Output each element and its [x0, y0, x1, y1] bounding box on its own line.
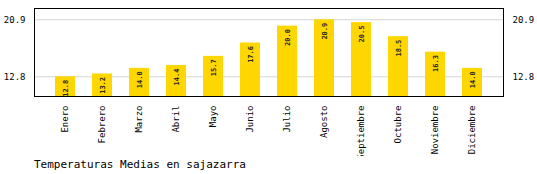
svg-text:Julio: Julio [282, 106, 292, 133]
svg-text:Diciembre: Diciembre [467, 106, 477, 155]
svg-text:14.0: 14.0 [469, 71, 477, 88]
svg-text:16.3: 16.3 [432, 55, 440, 72]
svg-text:Octubre: Octubre [393, 106, 403, 144]
svg-text:Agosto: Agosto [319, 106, 329, 139]
svg-text:Marzo: Marzo [134, 106, 144, 133]
svg-text:Febrero: Febrero [97, 106, 107, 144]
svg-text:20.9: 20.9 [4, 15, 26, 25]
svg-text:20.5: 20.5 [358, 26, 366, 43]
svg-text:Mayo: Mayo [208, 106, 218, 128]
svg-text:Junio: Junio [245, 106, 255, 133]
svg-text:12.8: 12.8 [513, 72, 535, 82]
svg-text:12.8: 12.8 [4, 72, 26, 82]
svg-text:14.4: 14.4 [173, 69, 181, 86]
svg-text:20.9: 20.9 [321, 23, 329, 40]
svg-text:17.6: 17.6 [247, 46, 255, 63]
svg-text:12.8: 12.8 [62, 80, 70, 97]
svg-text:18.5: 18.5 [395, 40, 403, 57]
svg-text:Enero: Enero [60, 106, 70, 133]
svg-text:20.9: 20.9 [513, 15, 535, 25]
svg-text:Septiembre: Septiembre [356, 106, 366, 157]
svg-text:Noviembre: Noviembre [430, 106, 440, 155]
svg-text:20.0: 20.0 [284, 29, 292, 46]
svg-text:14.0: 14.0 [136, 71, 144, 88]
svg-text:15.7: 15.7 [210, 59, 218, 76]
html-text:Temperaturas Medias en sajazar: Temperaturas Medias en sajazarra [34, 158, 246, 171]
svg-text:Abril: Abril [171, 106, 181, 133]
svg-text:13.2: 13.2 [99, 77, 107, 94]
